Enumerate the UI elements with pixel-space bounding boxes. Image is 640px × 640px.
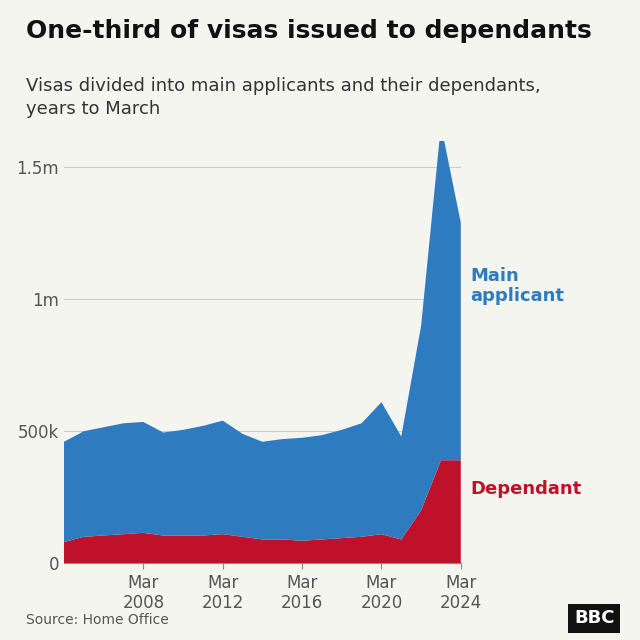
Text: Source: Home Office: Source: Home Office bbox=[26, 613, 168, 627]
Text: One-third of visas issued to dependants: One-third of visas issued to dependants bbox=[26, 19, 591, 44]
Text: Visas divided into main applicants and their dependants,
years to March: Visas divided into main applicants and t… bbox=[26, 77, 540, 118]
Text: BBC: BBC bbox=[574, 609, 614, 627]
Text: Main
applicant: Main applicant bbox=[471, 267, 564, 305]
Text: Dependant: Dependant bbox=[471, 480, 582, 499]
